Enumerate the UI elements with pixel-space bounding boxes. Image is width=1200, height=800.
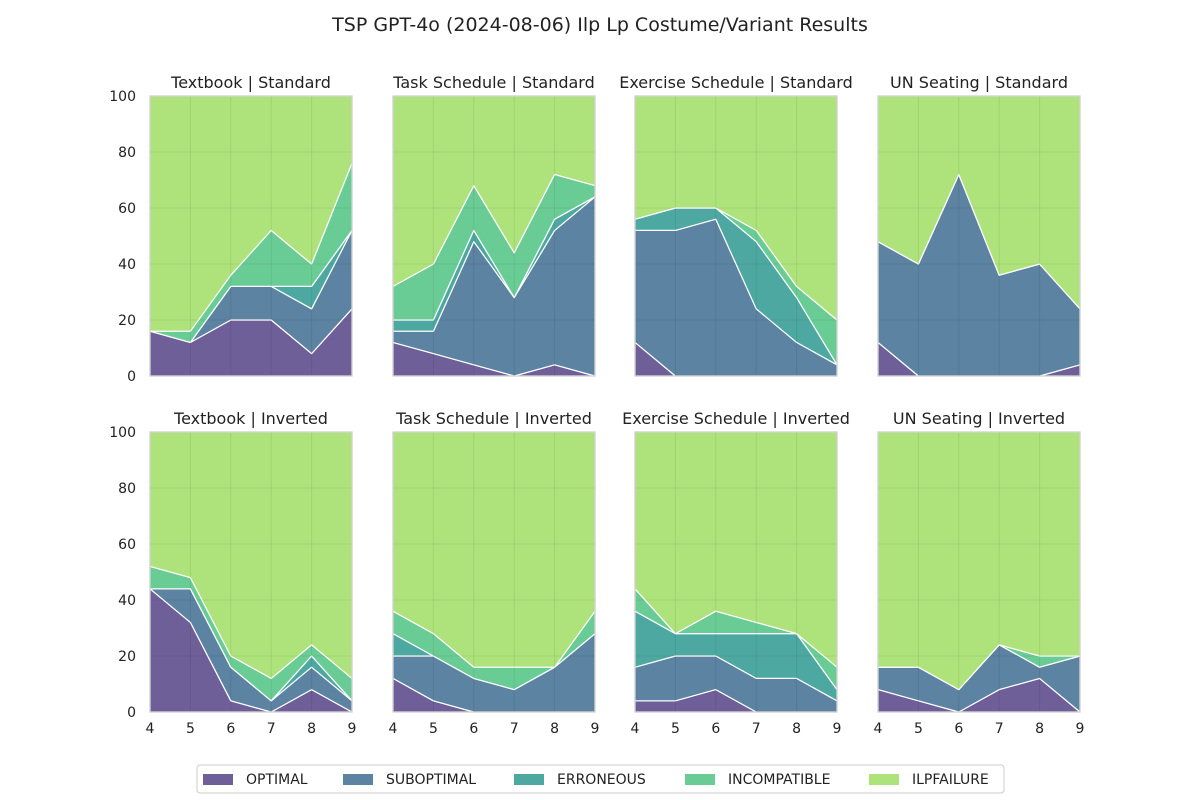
panel-exercise-schedule-inverted: Exercise Schedule | Inverted 4 5 6 7 8 9: [622, 409, 850, 737]
legend-swatch: [343, 774, 373, 785]
panel-frame: [149, 95, 353, 377]
x-tick-label: 9: [833, 721, 842, 737]
legend-label: OPTIMAL: [246, 772, 308, 788]
y-tick-label: 40: [118, 257, 136, 273]
panel-frame: [877, 95, 1081, 377]
x-tick-label: 6: [469, 721, 478, 737]
x-tick-label: 9: [348, 721, 357, 737]
panel-title: UN Seating | Standard: [890, 73, 1068, 92]
legend-label: SUBOPTIMAL: [386, 772, 476, 788]
legend-item-incompatible: INCOMPATIBLE: [685, 772, 830, 788]
x-tick-label: 6: [954, 721, 963, 737]
y-tick-label: 0: [127, 705, 136, 721]
x-tick-label: 4: [146, 721, 155, 737]
legend-swatch: [869, 774, 899, 785]
legend-swatch: [514, 774, 544, 785]
panel-un-seating-inverted: UN Seating | Inverted 4 5 6 7 8 9: [874, 409, 1085, 737]
y-tick-label: 60: [118, 201, 136, 217]
panel-title: Task Schedule | Standard: [392, 73, 595, 92]
panel-frame: [392, 95, 596, 377]
panel-task-schedule-inverted: Task Schedule | Inverted 4 5 6 7 8 9: [389, 409, 600, 737]
x-tick-label: 5: [429, 721, 438, 737]
x-tick-label: 6: [711, 721, 720, 737]
x-tick-label: 7: [267, 721, 276, 737]
x-tick-label: 7: [995, 721, 1004, 737]
x-tick-label: 5: [914, 721, 923, 737]
legend-box: [196, 764, 1005, 794]
area-ilpfailure: [877, 431, 1081, 691]
panel-frame: [877, 431, 1081, 713]
legend-label: INCOMPATIBLE: [728, 772, 830, 788]
y-tick-label: 20: [118, 649, 136, 665]
panel-title: Exercise Schedule | Standard: [619, 73, 853, 92]
panel-frame: [149, 431, 353, 713]
legend-item-optimal: OPTIMAL: [203, 772, 308, 788]
legend-label: ERRONEOUS: [557, 772, 646, 788]
x-tick-label: 5: [186, 721, 195, 737]
x-tick-label: 5: [671, 721, 680, 737]
x-tick-label: 8: [550, 721, 559, 737]
panel-title: Task Schedule | Inverted: [395, 409, 592, 428]
x-tick-label: 7: [752, 721, 761, 737]
panel-title: UN Seating | Inverted: [893, 409, 1065, 428]
panel-title: Textbook | Inverted: [173, 409, 328, 428]
x-tick-label: 9: [1076, 721, 1085, 737]
legend-label: ILPFAILURE: [912, 772, 989, 788]
y-tick-label: 60: [118, 537, 136, 553]
legend-item-ilpfailure: ILPFAILURE: [869, 772, 989, 788]
x-tick-label: 8: [1035, 721, 1044, 737]
panel-frame: [392, 431, 596, 713]
panel-task-schedule-standard: Task Schedule | Standard: [392, 73, 596, 377]
x-tick-label: 4: [389, 721, 398, 737]
y-tick-label: 100: [109, 89, 136, 105]
x-tick-label: 4: [631, 721, 640, 737]
x-tick-label: 7: [510, 721, 519, 737]
y-tick-label: 20: [118, 313, 136, 329]
legend-item-suboptimal: SUBOPTIMAL: [343, 772, 476, 788]
x-tick-label: 8: [792, 721, 801, 737]
y-tick-label: 80: [118, 145, 136, 161]
panel-un-seating-standard: UN Seating | Standard: [877, 73, 1081, 377]
y-tick-label: 0: [127, 369, 136, 385]
x-tick-label: 6: [226, 721, 235, 737]
legend-swatch: [685, 774, 715, 785]
legend-item-erroneous: ERRONEOUS: [514, 772, 646, 788]
legend-swatch: [203, 774, 233, 785]
panel-textbook-inverted: Textbook | Inverted 0 20 40 60 80 100 4 5 6 7 8 9: [109, 409, 356, 737]
panel-title: Textbook | Standard: [170, 73, 331, 92]
panel-textbook-standard: Textbook | Standard 0 20 40 60 80 100: [109, 73, 353, 385]
y-tick-label: 80: [118, 481, 136, 497]
panel-frame: [634, 95, 838, 377]
legend: OPTIMAL SUBOPTIMAL ERRONEOUS INCOMPATIBLE IL…: [196, 764, 1005, 794]
panel-frame: [634, 431, 838, 713]
chart-title: TSP GPT-4o (2024-08-06) Ilp Lp Costume/V…: [331, 14, 868, 36]
x-tick-label: 4: [874, 721, 883, 737]
panel-exercise-schedule-standard: Exercise Schedule | Standard: [619, 73, 853, 377]
y-tick-label: 100: [109, 425, 136, 441]
panel-title: Exercise Schedule | Inverted: [622, 409, 850, 428]
x-tick-label: 9: [591, 721, 600, 737]
x-tick-label: 8: [307, 721, 316, 737]
y-tick-label: 40: [118, 593, 136, 609]
